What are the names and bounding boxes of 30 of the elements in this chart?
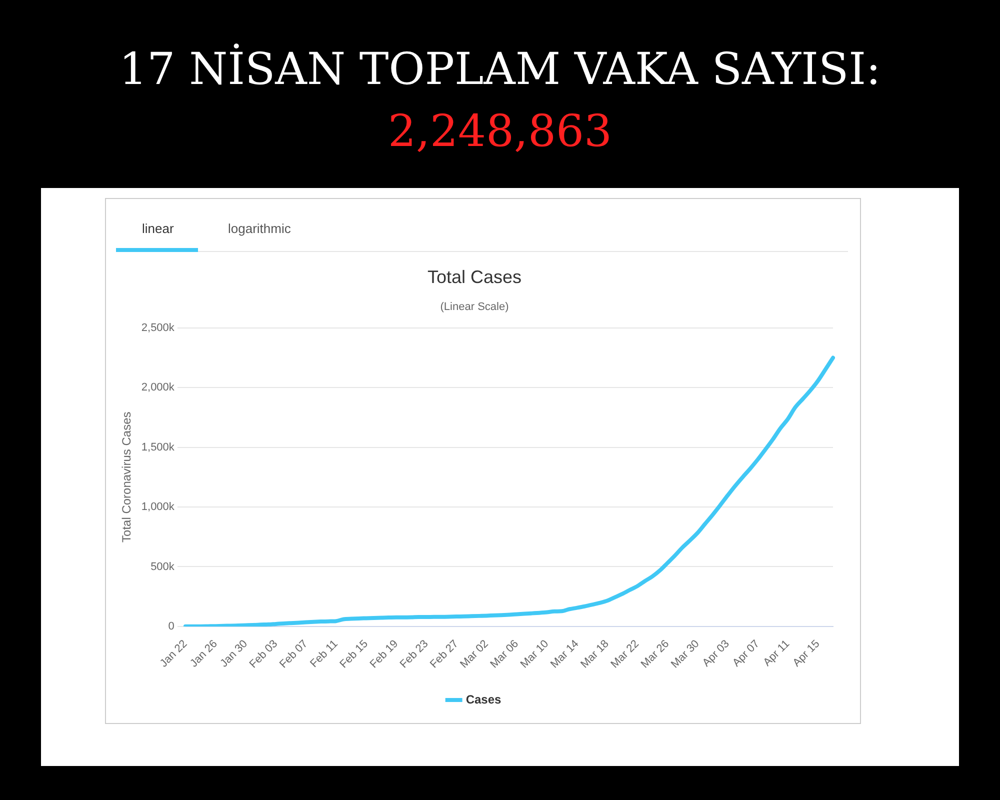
y-tick-label: 0: [168, 620, 174, 632]
x-tick-label: Mar 26: [638, 638, 672, 671]
x-tick-label: Feb 27: [428, 638, 461, 671]
y-tick-label: 2,000k: [141, 382, 175, 394]
x-tick-label: Mar 18: [578, 638, 612, 671]
x-tick-label: Apr 15: [790, 638, 822, 670]
x-tick-label: Mar 02: [458, 638, 491, 671]
legend-label: Cases: [466, 692, 502, 706]
x-tick-label: Mar 14: [548, 638, 582, 671]
x-tick-label: Feb 11: [308, 638, 340, 670]
x-tick-label: Apr 11: [761, 638, 792, 669]
chart-subtitle: (Linear Scale): [440, 301, 509, 314]
y-tick-label: 500k: [150, 560, 175, 573]
text: 2,248,863: [387, 106, 613, 157]
x-tick-label: Jan 30: [218, 638, 250, 670]
text: logarithmic: [228, 221, 291, 236]
x-tick-label: Mar 30: [669, 638, 702, 671]
x-tick-label: Jan 26: [188, 638, 220, 670]
x-tick-label: Mar 22: [608, 638, 642, 671]
text: linear: [142, 221, 174, 236]
chart-title: Total Cases: [427, 266, 522, 287]
y-tick-label: 1,500k: [141, 441, 175, 454]
y-tick-label: 2,500k: [141, 322, 175, 334]
y-axis-title: Total Coronavirus Cases: [120, 412, 134, 542]
text: 17 NİSAN TOPLAM VAKA SAYISI:: [118, 44, 882, 95]
x-tick-label: Apr 03: [700, 638, 732, 670]
y-tick-label: 1,000k: [141, 501, 175, 514]
x-tick-label: Feb 15: [338, 638, 370, 671]
x-tick-label: Jan 22: [158, 638, 190, 670]
x-tick-label: Apr 07: [730, 638, 762, 670]
